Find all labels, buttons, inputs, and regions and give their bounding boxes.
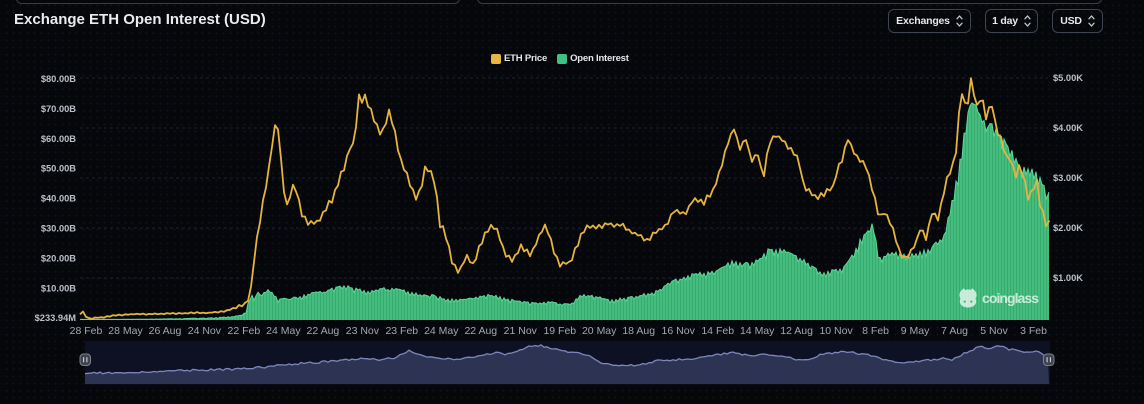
svg-text:$30.00B: $30.00B bbox=[41, 224, 76, 234]
svg-text:$40.00B: $40.00B bbox=[41, 194, 76, 204]
svg-text:28 Feb: 28 Feb bbox=[70, 325, 103, 337]
svg-text:$70.00B: $70.00B bbox=[41, 104, 76, 114]
svg-text:22 Feb: 22 Feb bbox=[228, 325, 261, 337]
svg-text:$80.00B: $80.00B bbox=[41, 74, 76, 84]
svg-text:22 Aug: 22 Aug bbox=[307, 325, 340, 337]
svg-text:23 Feb: 23 Feb bbox=[385, 325, 418, 337]
svg-text:10 Nov: 10 Nov bbox=[819, 325, 853, 337]
svg-text:24 May: 24 May bbox=[424, 325, 459, 337]
svg-text:19 Feb: 19 Feb bbox=[543, 325, 576, 337]
svg-text:$60.00B: $60.00B bbox=[41, 134, 76, 144]
svg-text:20 May: 20 May bbox=[582, 325, 617, 337]
svg-text:$10.00B: $10.00B bbox=[41, 283, 76, 293]
svg-text:14 Feb: 14 Feb bbox=[701, 325, 734, 337]
svg-text:$5.00K: $5.00K bbox=[1053, 73, 1083, 83]
svg-text:$3.00K: $3.00K bbox=[1053, 173, 1083, 183]
svg-text:coinglass: coinglass bbox=[982, 290, 1039, 306]
svg-text:9 May: 9 May bbox=[901, 325, 930, 337]
svg-text:$20.00B: $20.00B bbox=[41, 253, 76, 263]
svg-text:5 Nov: 5 Nov bbox=[980, 325, 1008, 337]
svg-text:24 May: 24 May bbox=[266, 325, 301, 337]
svg-text:7 Aug: 7 Aug bbox=[941, 325, 968, 337]
svg-text:18 Aug: 18 Aug bbox=[622, 325, 655, 337]
svg-text:$233.94M: $233.94M bbox=[35, 313, 77, 323]
svg-text:28 May: 28 May bbox=[108, 325, 143, 337]
svg-text:8 Feb: 8 Feb bbox=[862, 325, 889, 337]
svg-text:14 May: 14 May bbox=[740, 325, 775, 337]
svg-text:$4.00K: $4.00K bbox=[1053, 123, 1083, 133]
svg-text:16 Nov: 16 Nov bbox=[662, 325, 696, 337]
svg-text:$2.00K: $2.00K bbox=[1053, 223, 1083, 233]
svg-text:$1.00K: $1.00K bbox=[1053, 273, 1083, 283]
svg-text:22 Aug: 22 Aug bbox=[464, 325, 497, 337]
svg-text:23 Nov: 23 Nov bbox=[346, 325, 380, 337]
svg-text:12 Aug: 12 Aug bbox=[780, 325, 813, 337]
svg-text:$50.00B: $50.00B bbox=[41, 164, 76, 174]
svg-text:21 Nov: 21 Nov bbox=[504, 325, 538, 337]
svg-text:26 Aug: 26 Aug bbox=[149, 325, 182, 337]
svg-text:3 Feb: 3 Feb bbox=[1020, 325, 1047, 337]
svg-text:24 Nov: 24 Nov bbox=[188, 325, 222, 337]
